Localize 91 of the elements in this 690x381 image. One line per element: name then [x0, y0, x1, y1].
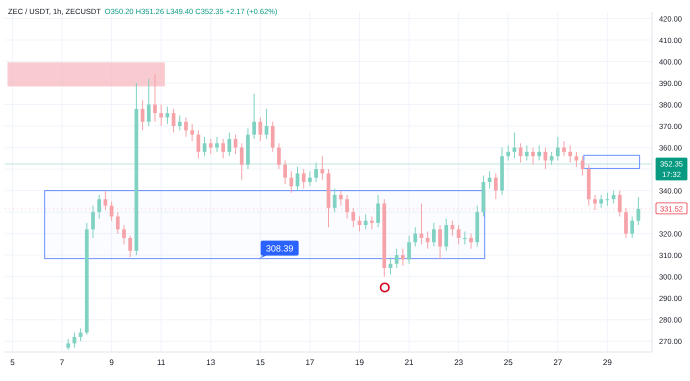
x-tick-label: 19 — [355, 358, 364, 367]
candlestick — [432, 222, 436, 248]
candlestick — [413, 226, 418, 248]
candlestick — [240, 142, 244, 180]
candlestick — [122, 224, 126, 245]
candlestick — [370, 216, 374, 230]
x-tick-label: 21 — [404, 358, 414, 367]
candlestick — [456, 224, 460, 245]
candlestick — [104, 190, 108, 210]
candlestick — [426, 230, 430, 250]
candlestick — [512, 132, 516, 159]
candlestick — [580, 156, 584, 176]
candlestick — [388, 256, 392, 276]
candlestick — [438, 224, 442, 260]
candlestick — [110, 200, 114, 222]
x-tick-label: 17 — [305, 358, 315, 367]
candlestick — [153, 74, 157, 122]
candlestick — [407, 235, 411, 264]
candlestick — [612, 190, 616, 204]
candlestick — [462, 230, 467, 245]
candlestick — [308, 170, 312, 187]
candlestick — [332, 188, 337, 213]
x-tick-label: 9 — [109, 358, 114, 367]
candlestick — [420, 203, 424, 245]
candlestick — [394, 248, 399, 269]
candlestick — [270, 121, 275, 152]
candlestick — [351, 207, 356, 228]
candlestick — [531, 147, 535, 166]
candlestick — [606, 192, 610, 206]
candlestick — [258, 116, 262, 142]
x-tick-label: 23 — [454, 358, 464, 367]
candlestick — [593, 194, 597, 210]
candlestick — [636, 196, 640, 226]
x-tick-label: 13 — [206, 358, 216, 367]
candlestick — [196, 130, 200, 159]
candlestick — [277, 142, 281, 170]
candlestick — [166, 106, 170, 124]
candlestick — [314, 162, 318, 182]
x-tick-label: 7 — [60, 358, 65, 367]
candlestick — [630, 216, 634, 238]
candlestick — [159, 104, 164, 127]
candlestick — [184, 116, 188, 138]
candlestick — [444, 218, 448, 252]
candlestick — [283, 160, 287, 185]
candlestick — [624, 207, 628, 238]
candlestick — [574, 151, 578, 168]
candlestick — [469, 233, 473, 250]
x-tick-label: 25 — [504, 358, 514, 367]
candlestick — [599, 194, 604, 208]
candlestick — [202, 136, 206, 157]
band-label: 308.39 — [266, 244, 294, 254]
candlestick — [550, 151, 554, 166]
candlestick — [146, 78, 151, 127]
candlestick — [91, 205, 95, 238]
candlestick — [401, 248, 405, 266]
x-tick-label: 15 — [256, 358, 266, 367]
candlestick — [544, 147, 548, 170]
candlestick — [488, 170, 492, 189]
x-tick-label: 5 — [10, 358, 16, 367]
candlestick — [450, 220, 454, 236]
candlestick — [302, 168, 306, 189]
candlestick — [562, 140, 566, 157]
candlestick — [296, 166, 300, 192]
candlestick — [72, 332, 76, 348]
candlestick — [97, 194, 102, 220]
candlestick — [618, 190, 622, 217]
x-tick-label: 27 — [553, 358, 563, 367]
candlestick — [178, 114, 182, 131]
candlestick — [289, 170, 294, 194]
candlestick — [116, 212, 120, 234]
candlestick — [345, 194, 349, 220]
candlestick — [494, 172, 498, 200]
candlestick — [376, 194, 380, 228]
candlestick — [320, 156, 324, 180]
candlestick — [518, 142, 522, 164]
candlestick — [221, 138, 226, 159]
candlestick — [78, 328, 82, 342]
candlestick — [556, 136, 560, 161]
candlestick — [215, 136, 219, 152]
candlestick — [172, 108, 176, 134]
candlestick — [140, 100, 144, 131]
candlestick — [264, 108, 268, 140]
candlestick — [227, 132, 232, 157]
candlestick — [364, 214, 368, 230]
candlestick — [128, 235, 132, 258]
candlestick — [234, 134, 238, 155]
candlestick — [358, 216, 362, 232]
candlestick — [252, 93, 256, 140]
x-tick-label: 29 — [602, 358, 612, 367]
x-tick-label: 11 — [157, 358, 166, 367]
candlestick — [339, 190, 343, 206]
